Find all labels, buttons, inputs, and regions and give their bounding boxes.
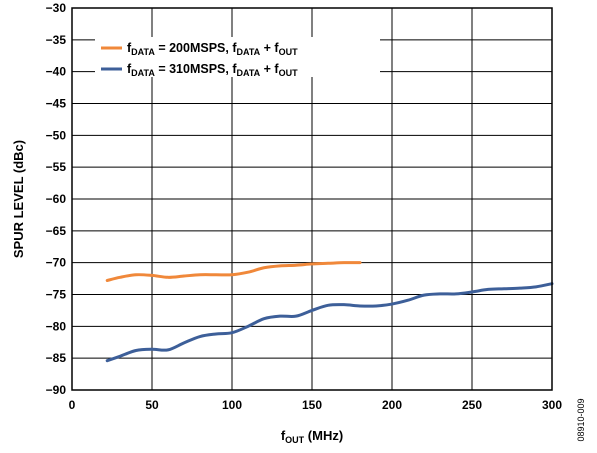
- y-tick-label: −30: [46, 1, 67, 15]
- y-tick-label: −85: [46, 351, 67, 365]
- legend: fDATA = 200MSPS, fDATA + fOUT fDATA = 310…: [95, 37, 380, 78]
- series-line-1: [105, 261, 362, 282]
- x-tick-label: 0: [69, 398, 76, 412]
- x-tick-label: 200: [382, 398, 402, 412]
- y-tick-labels: −30 −35 −40 −45 −50 −55 −60 −65 −70 −75 −80 −85 −90: [46, 1, 67, 397]
- y-tick-label: −90: [46, 383, 67, 397]
- y-tick-label: −50: [46, 128, 67, 142]
- x-tick-label: 50: [145, 398, 159, 412]
- x-tick-label: 150: [302, 398, 322, 412]
- y-axis-label: SPUR LEVEL (dBc): [11, 140, 26, 258]
- x-tick-labels: 0 50 100 150 200 250 300: [69, 398, 563, 412]
- figure-id: 08910-009: [576, 398, 586, 441]
- y-tick-label: −65: [46, 224, 67, 238]
- y-tick-label: −40: [46, 65, 67, 79]
- y-tick-label: −75: [46, 288, 67, 302]
- x-tick-label: 100: [222, 398, 242, 412]
- x-axis-label-sub: OUT: [285, 435, 305, 445]
- x-axis-label-rest: (MHz): [304, 428, 343, 443]
- x-axis-label-main: f: [281, 428, 286, 443]
- y-tick-label: −70: [46, 256, 67, 270]
- legend-label-1: fDATA = 200MSPS, fDATA + fOUT: [127, 41, 298, 57]
- y-tick-label: −55: [46, 160, 67, 174]
- series-line-2: [105, 282, 554, 363]
- y-tick-label: −35: [46, 33, 67, 47]
- x-axis-label: fOUT (MHz): [281, 428, 343, 445]
- legend-box: [95, 37, 380, 77]
- y-tick-label: −45: [46, 97, 67, 111]
- x-tick-label: 250: [462, 398, 482, 412]
- y-tick-label: −80: [46, 319, 67, 333]
- series-lines: [105, 261, 554, 363]
- plot-frame: [71, 7, 553, 391]
- legend-label-2: fDATA = 310MSPS, fDATA + fOUT: [127, 62, 298, 78]
- y-tick-label: −60: [46, 192, 67, 206]
- grid-lines: [71, 7, 553, 391]
- x-tick-label: 300: [542, 398, 562, 412]
